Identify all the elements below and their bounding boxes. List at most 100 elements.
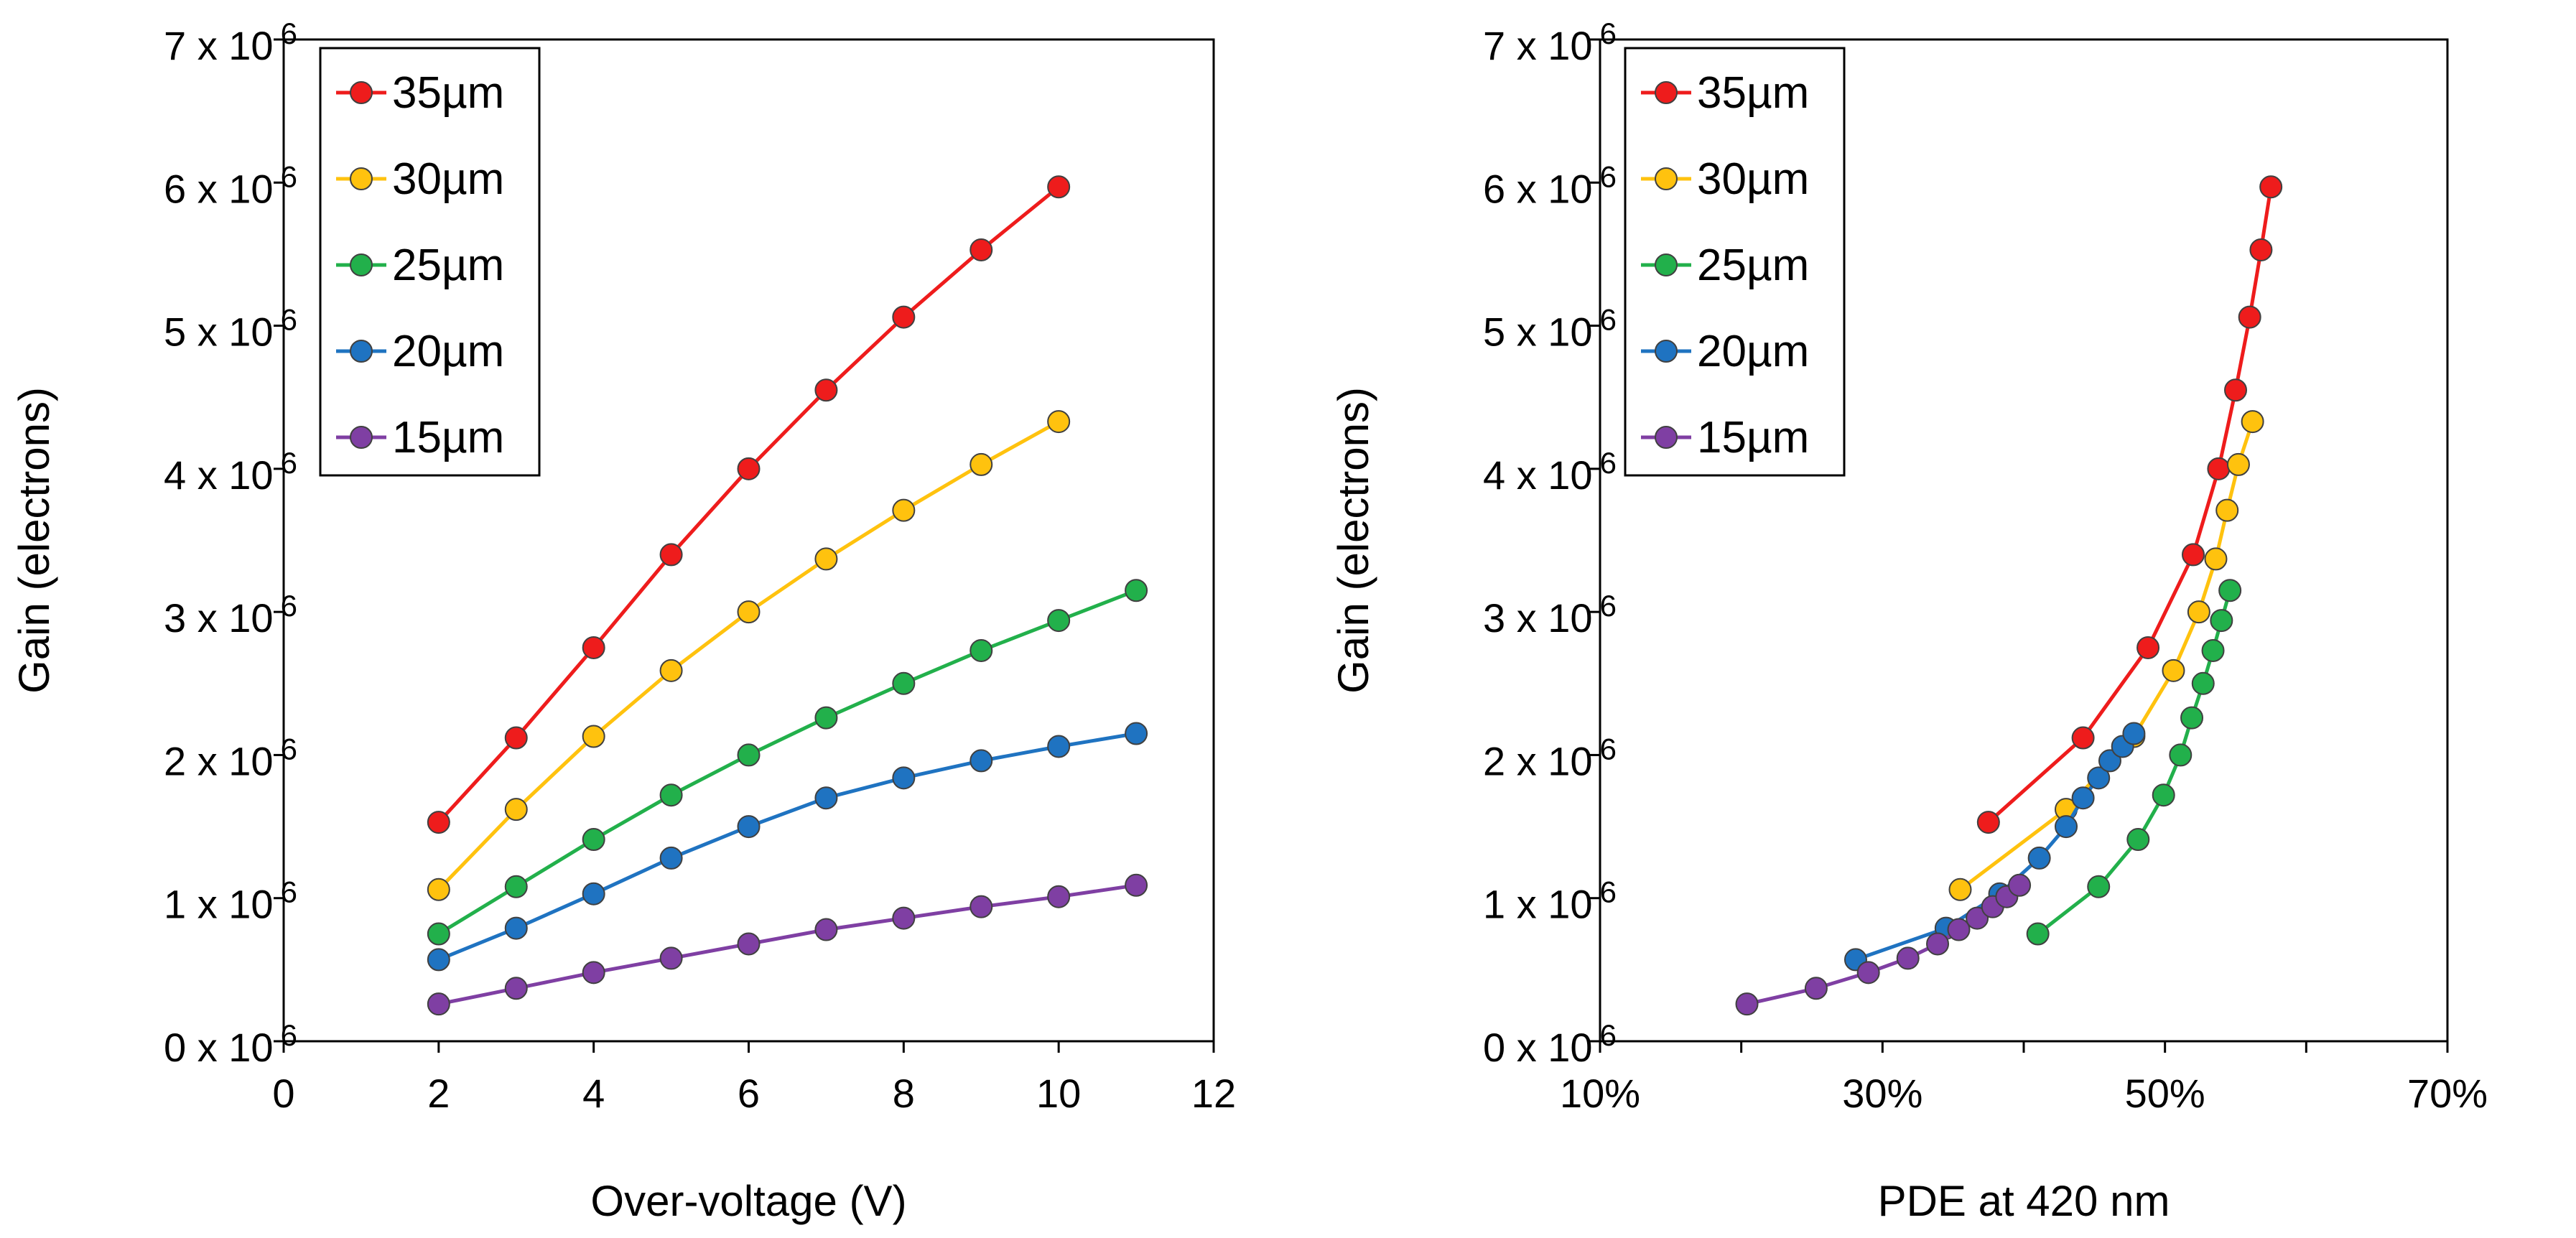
y-tick-label: 6 x 10 6 bbox=[164, 159, 297, 211]
data-point bbox=[1125, 579, 1148, 602]
data-point bbox=[970, 238, 993, 261]
data-point bbox=[1947, 918, 1971, 941]
data-point bbox=[2238, 305, 2261, 329]
data-point bbox=[2191, 671, 2215, 695]
x-tick-label: 10% bbox=[1560, 1071, 1640, 1116]
data-point bbox=[2207, 457, 2231, 480]
data-point bbox=[2026, 922, 2050, 946]
x-tick-label: 2 bbox=[427, 1071, 450, 1116]
data-point bbox=[737, 600, 761, 624]
data-point bbox=[2098, 749, 2121, 773]
legend-swatch-marker bbox=[350, 167, 373, 190]
data-point bbox=[1047, 735, 1071, 758]
legend-swatch-marker bbox=[1655, 340, 1678, 363]
data-point bbox=[2224, 378, 2247, 402]
series-line bbox=[437, 588, 1138, 936]
data-point bbox=[2201, 638, 2225, 662]
y-tick-label: 5 x 10 6 bbox=[164, 303, 297, 355]
data-point bbox=[814, 786, 838, 810]
data-point bbox=[1966, 906, 1989, 930]
data-point bbox=[2169, 743, 2193, 767]
data-point bbox=[2152, 783, 2175, 807]
data-point bbox=[1047, 609, 1071, 633]
data-point bbox=[814, 547, 838, 571]
data-point bbox=[2008, 873, 2032, 897]
data-point bbox=[427, 992, 450, 1016]
data-point bbox=[1047, 410, 1071, 434]
legend: 35µm 30µm 25µm 20µm 15µm bbox=[1624, 47, 1846, 477]
y-tick-label: 2 x 10 6 bbox=[1483, 732, 1617, 783]
data-point bbox=[659, 946, 683, 970]
data-point bbox=[504, 798, 528, 822]
y-tick-label: 1 x 10 6 bbox=[1483, 875, 1617, 927]
data-point bbox=[2226, 452, 2250, 476]
x-tick-label: 10 bbox=[1036, 1071, 1081, 1116]
legend-entry-label: 15µm bbox=[392, 413, 504, 462]
data-point bbox=[504, 875, 528, 898]
data-point bbox=[1125, 722, 1148, 745]
data-point bbox=[504, 977, 528, 1000]
data-point bbox=[1948, 878, 1972, 901]
x-tick-label: 70% bbox=[2407, 1071, 2488, 1116]
data-point bbox=[2027, 846, 2051, 870]
data-point bbox=[892, 305, 916, 329]
y-tick-label: 2 x 10 6 bbox=[164, 732, 297, 783]
x-tick-label: 0 bbox=[272, 1071, 294, 1116]
data-point bbox=[582, 725, 605, 748]
series-line bbox=[2037, 590, 2232, 936]
legend-entry-label: 15µm bbox=[1697, 413, 1809, 462]
data-point bbox=[814, 706, 838, 730]
legend-entry-label: 30µm bbox=[1697, 154, 1809, 204]
legend-swatch-marker bbox=[350, 253, 373, 276]
legend-swatch-marker bbox=[350, 340, 373, 363]
data-point bbox=[1125, 873, 1148, 897]
legend-swatch-marker bbox=[350, 426, 373, 449]
x-tick-label: 50% bbox=[2125, 1071, 2205, 1116]
y-tick-label: 5 x 10 6 bbox=[1483, 303, 1617, 355]
series-line bbox=[437, 732, 1137, 962]
data-point bbox=[659, 783, 683, 807]
data-point bbox=[1735, 992, 1759, 1016]
data-point bbox=[737, 457, 761, 480]
data-point bbox=[970, 749, 993, 773]
y-tick-label: 7 x 10 6 bbox=[164, 17, 297, 68]
y-axis-label: Gain (electrons) bbox=[1329, 387, 1377, 694]
series-line bbox=[1855, 732, 2136, 962]
data-point bbox=[427, 878, 450, 901]
data-point bbox=[582, 961, 605, 985]
chart-right-gain-vs-pde: 0 x 10 6 1 x 10 6 2 x 10 6 3 x 10 6 4 x 10 6 5 x 1… bbox=[1329, 17, 2488, 1225]
data-point bbox=[737, 743, 761, 767]
legend-swatch-marker bbox=[1655, 253, 1678, 276]
data-point bbox=[892, 671, 916, 695]
y-tick-label: 0 x 10 6 bbox=[164, 1018, 297, 1070]
data-point bbox=[504, 916, 528, 940]
x-axis-label: PDE at 420 nm bbox=[1878, 1177, 2170, 1225]
data-point bbox=[737, 815, 761, 839]
data-point bbox=[1926, 932, 1950, 956]
y-tick-label: 4 x 10 6 bbox=[1483, 446, 1617, 498]
legend-entry-label: 25µm bbox=[392, 241, 504, 290]
data-point bbox=[2210, 609, 2233, 633]
data-point bbox=[2187, 600, 2210, 624]
data-point bbox=[814, 918, 838, 941]
data-point bbox=[1856, 961, 1880, 985]
data-point bbox=[1047, 885, 1071, 908]
y-tick-label: 3 x 10 6 bbox=[164, 589, 297, 641]
y-tick-label: 1 x 10 6 bbox=[164, 875, 297, 927]
data-point bbox=[659, 846, 683, 870]
data-point bbox=[2126, 828, 2150, 852]
legend-entry-label: 20µm bbox=[1697, 327, 1809, 376]
legend-entry-label: 25µm bbox=[1697, 241, 1809, 290]
data-point bbox=[659, 543, 683, 567]
data-point bbox=[427, 811, 450, 834]
x-tick-label: 12 bbox=[1191, 1071, 1236, 1116]
data-point bbox=[582, 828, 605, 852]
legend-swatch-marker bbox=[350, 81, 373, 104]
data-point bbox=[427, 922, 450, 946]
x-tick-label: 4 bbox=[582, 1071, 605, 1116]
data-point bbox=[2071, 786, 2095, 810]
data-point bbox=[2241, 410, 2264, 434]
data-point bbox=[2218, 579, 2242, 602]
data-point bbox=[2249, 238, 2273, 261]
data-point bbox=[970, 452, 993, 476]
